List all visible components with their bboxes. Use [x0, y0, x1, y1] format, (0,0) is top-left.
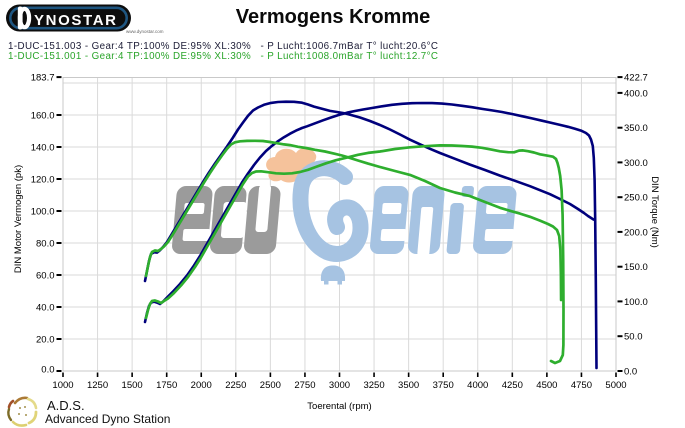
svg-text:1250: 1250 [87, 380, 108, 391]
svg-text:2750: 2750 [294, 380, 315, 391]
svg-text:1-DUC-151.001 - Gear:4 TP:100%: 1-DUC-151.001 - Gear:4 TP:100% DE:95% XL… [8, 51, 438, 62]
svg-text:2250: 2250 [225, 380, 246, 391]
svg-text:160.0: 160.0 [31, 110, 55, 121]
svg-text:1750: 1750 [156, 380, 177, 391]
svg-text:140.0: 140.0 [31, 142, 55, 153]
svg-text:3250: 3250 [363, 380, 384, 391]
svg-text:1000: 1000 [52, 380, 73, 391]
svg-text:Advanced Dyno Station: Advanced Dyno Station [45, 412, 170, 426]
svg-text:0.0: 0.0 [624, 366, 637, 377]
svg-text:www.dynostar.com: www.dynostar.com [126, 29, 164, 34]
svg-text:350.0: 350.0 [624, 123, 648, 134]
svg-text:4500: 4500 [536, 380, 557, 391]
svg-text:A.D.S.: A.D.S. [47, 398, 85, 413]
svg-text:100.0: 100.0 [31, 206, 55, 217]
svg-text:Toerental (rpm): Toerental (rpm) [307, 401, 371, 412]
svg-text:3000: 3000 [329, 380, 350, 391]
svg-text:Vermogens Kromme: Vermogens Kromme [236, 6, 431, 28]
svg-text:100.0: 100.0 [624, 297, 648, 308]
svg-text:2000: 2000 [191, 380, 212, 391]
svg-text:DIN Motor Vermogen (pk): DIN Motor Vermogen (pk) [13, 165, 24, 273]
svg-text:4250: 4250 [502, 380, 523, 391]
svg-text:0.0: 0.0 [41, 364, 54, 375]
svg-text:422.7: 422.7 [624, 73, 648, 84]
svg-text:DIN Torque (Nm): DIN Torque (Nm) [649, 176, 660, 248]
svg-text:1500: 1500 [122, 380, 143, 391]
svg-text:3500: 3500 [398, 380, 419, 391]
svg-text:2500: 2500 [260, 380, 281, 391]
svg-text:400.0: 400.0 [624, 88, 648, 99]
svg-text:1-DUC-151.003 - Gear:4 TP:100%: 1-DUC-151.003 - Gear:4 TP:100% DE:95% XL… [8, 41, 438, 52]
svg-text:4000: 4000 [467, 380, 488, 391]
svg-text:150.0: 150.0 [624, 262, 648, 273]
svg-text:40.0: 40.0 [36, 302, 55, 313]
svg-text:50.0: 50.0 [624, 332, 643, 343]
svg-text:250.0: 250.0 [624, 193, 648, 204]
svg-text:80.0: 80.0 [36, 238, 55, 249]
svg-text:300.0: 300.0 [624, 158, 648, 169]
svg-text:4750: 4750 [571, 380, 592, 391]
svg-text:5000: 5000 [605, 380, 626, 391]
svg-text:20.0: 20.0 [36, 334, 55, 345]
svg-text:200.0: 200.0 [624, 227, 648, 238]
svg-text:60.0: 60.0 [36, 270, 55, 281]
svg-text:YNOSTAR: YNOSTAR [34, 12, 116, 29]
svg-text:183.7: 183.7 [31, 73, 55, 84]
svg-text:3750: 3750 [433, 380, 454, 391]
svg-text:120.0: 120.0 [31, 174, 55, 185]
